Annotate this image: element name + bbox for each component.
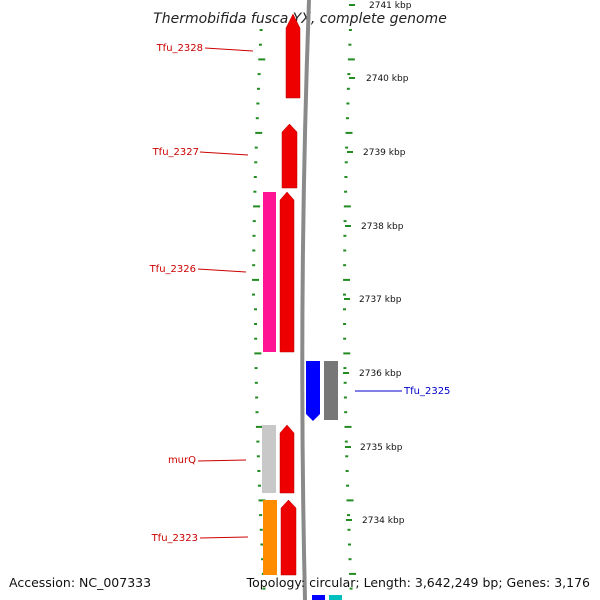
gene-arrow-tfu-2323[interactable]	[280, 499, 297, 576]
feature-box-bottom-cyan[interactable]	[329, 595, 342, 600]
gene-label-tfu-2328[interactable]: Tfu_2328	[156, 43, 203, 54]
map-title: Thermobifida fusca YX, complete genome	[153, 11, 447, 27]
leader-line	[197, 459, 247, 462]
gene-arrow-tfu-2325[interactable]	[306, 361, 320, 421]
kbp-label: 2734 kbp	[362, 516, 405, 526]
kbp-label: 2738 kbp	[361, 222, 404, 232]
genome-info-text: Topology: circular; Length: 3,642,249 bp…	[246, 575, 590, 590]
right-gene-labels: Tfu_2325	[355, 386, 450, 397]
gene-label-tfu-2327[interactable]: Tfu_2327	[152, 147, 199, 158]
kbp-label: 2737 kbp	[359, 295, 402, 305]
forward-genes	[279, 13, 301, 576]
gene-label-tfu-2325[interactable]: Tfu_2325	[403, 386, 450, 397]
kbp-label: 2736 kbp	[359, 369, 402, 379]
gene-arrow-tfu-2328[interactable]	[285, 13, 301, 99]
right-tick-track	[343, 29, 357, 590]
leader-line	[199, 151, 249, 156]
gene-label-tfu-2326[interactable]: Tfu_2326	[149, 264, 196, 275]
feature-box-orange[interactable]	[263, 500, 277, 575]
feature-box-pink[interactable]	[263, 192, 276, 352]
kbp-label: 2741 kbp	[369, 1, 412, 11]
gene-arrow-murq[interactable]	[279, 424, 295, 494]
kbp-label: 2740 kbp	[366, 74, 409, 84]
leader-line	[199, 536, 249, 539]
leader-line	[197, 268, 247, 273]
left-gene-labels: Tfu_2328 Tfu_2327 Tfu_2326 murQ Tfu_2323	[149, 43, 254, 544]
leader-line	[204, 47, 254, 52]
feature-box-light-gray[interactable]	[262, 425, 276, 493]
kbp-label: 2735 kbp	[360, 443, 403, 453]
gene-label-murq[interactable]: murQ	[168, 455, 196, 466]
gene-label-tfu-2323[interactable]: Tfu_2323	[151, 533, 198, 544]
accession-text: Accession: NC_007333	[9, 575, 152, 590]
kbp-label: 2739 kbp	[363, 148, 406, 158]
kbp-scale: 2741 kbp 2740 kbp 2739 kbp 2738 kbp 2737…	[343, 1, 412, 526]
feature-box-bottom-blue[interactable]	[312, 595, 325, 600]
gene-arrow-tfu-2327[interactable]	[281, 123, 298, 189]
feature-box-dark-gray[interactable]	[324, 361, 338, 420]
backbone-line	[300, 0, 311, 600]
gene-arrow-tfu-2326[interactable]	[279, 191, 295, 353]
